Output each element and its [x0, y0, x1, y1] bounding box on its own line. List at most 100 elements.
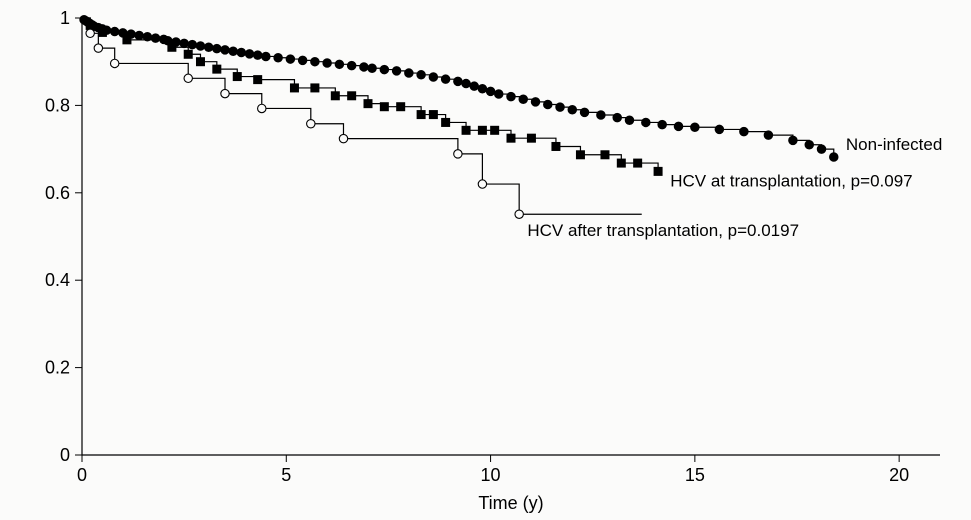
filled-circle-marker	[658, 120, 666, 128]
y-tick-label: 0.4	[45, 270, 70, 290]
filled-square-marker	[634, 159, 642, 167]
y-tick-label: 0	[60, 445, 70, 465]
y-tick-label: 0.6	[45, 183, 70, 203]
y-tick-label: 1	[60, 8, 70, 28]
filled-square-marker	[364, 100, 372, 108]
filled-circle-marker	[298, 56, 306, 64]
filled-square-marker	[196, 58, 204, 66]
x-tick-label: 0	[77, 465, 87, 485]
filled-circle-marker	[204, 43, 212, 51]
x-tick-label: 15	[685, 465, 705, 485]
filled-square-marker	[213, 65, 221, 73]
filled-circle-marker	[470, 82, 478, 90]
filled-circle-marker	[323, 59, 331, 67]
filled-square-marker	[348, 92, 356, 100]
y-tick-label: 0.2	[45, 358, 70, 378]
filled-circle-marker	[347, 61, 355, 69]
filled-circle-marker	[229, 47, 237, 55]
filled-circle-marker	[237, 48, 245, 56]
filled-circle-marker	[429, 73, 437, 81]
filled-square-marker	[601, 151, 609, 159]
filled-square-marker	[462, 126, 470, 134]
filled-square-marker	[290, 84, 298, 92]
chart-svg: 00.20.40.60.8105101520Time (y)Non-infect…	[0, 0, 971, 520]
filled-circle-marker	[335, 60, 343, 68]
filled-circle-marker	[151, 34, 159, 42]
filled-circle-marker	[454, 77, 462, 85]
filled-circle-marker	[544, 100, 552, 108]
filled-square-marker	[233, 73, 241, 81]
survival-chart: 00.20.40.60.8105101520Time (y)Non-infect…	[0, 0, 971, 520]
filled-circle-marker	[830, 153, 838, 161]
filled-circle-marker	[135, 31, 143, 39]
filled-circle-marker	[196, 42, 204, 50]
filled-circle-marker	[642, 118, 650, 126]
filled-circle-marker	[311, 58, 319, 66]
filled-square-marker	[184, 50, 192, 58]
filled-circle-marker	[531, 98, 539, 106]
filled-circle-marker	[392, 67, 400, 75]
filled-circle-marker	[817, 145, 825, 153]
filled-circle-marker	[519, 95, 527, 103]
x-axis-title: Time (y)	[478, 493, 543, 513]
filled-circle-marker	[380, 65, 388, 73]
filled-square-marker	[491, 126, 499, 134]
filled-circle-marker	[556, 103, 564, 111]
x-tick-label: 10	[481, 465, 501, 485]
filled-circle-marker	[180, 39, 188, 47]
filled-circle-marker	[580, 108, 588, 116]
filled-circle-marker	[486, 87, 494, 95]
axes	[82, 18, 940, 455]
series-label-noninfected: Non-infected	[846, 135, 942, 154]
filled-circle-marker	[110, 27, 118, 35]
series-line-noninfected	[82, 18, 834, 157]
filled-square-marker	[429, 111, 437, 119]
filled-circle-marker	[613, 113, 621, 121]
filled-circle-marker	[805, 141, 813, 149]
filled-square-marker	[507, 134, 515, 142]
filled-square-marker	[397, 103, 405, 111]
open-circle-marker	[454, 150, 462, 158]
open-circle-marker	[515, 210, 523, 218]
series-label-hcv-after: HCV after transplantation, p=0.0197	[527, 221, 799, 240]
filled-circle-marker	[286, 55, 294, 63]
filled-square-marker	[311, 84, 319, 92]
filled-square-marker	[417, 111, 425, 119]
open-circle-marker	[86, 29, 94, 37]
filled-square-marker	[617, 159, 625, 167]
filled-circle-marker	[715, 125, 723, 133]
filled-circle-marker	[360, 63, 368, 71]
filled-circle-marker	[188, 40, 196, 48]
filled-circle-marker	[405, 69, 413, 77]
filled-circle-marker	[568, 106, 576, 114]
filled-square-marker	[123, 36, 131, 44]
series-label-hcv-at: HCV at transplantation, p=0.097	[670, 171, 912, 190]
filled-circle-marker	[274, 54, 282, 62]
open-circle-marker	[221, 89, 229, 97]
open-circle-marker	[478, 180, 486, 188]
filled-square-marker	[98, 28, 106, 36]
filled-square-marker	[478, 126, 486, 134]
filled-circle-marker	[441, 75, 449, 83]
filled-square-marker	[552, 142, 560, 150]
filled-square-marker	[527, 134, 535, 142]
filled-circle-marker	[740, 127, 748, 135]
filled-circle-marker	[597, 111, 605, 119]
filled-square-marker	[254, 76, 262, 84]
filled-circle-marker	[417, 71, 425, 79]
open-circle-marker	[258, 104, 266, 112]
filled-circle-marker	[368, 64, 376, 72]
filled-circle-marker	[253, 51, 261, 59]
filled-square-marker	[654, 167, 662, 175]
open-circle-marker	[110, 59, 118, 67]
filled-circle-marker	[221, 46, 229, 54]
x-tick-label: 5	[281, 465, 291, 485]
filled-circle-marker	[245, 50, 253, 58]
filled-circle-marker	[625, 116, 633, 124]
open-circle-marker	[94, 44, 102, 52]
filled-circle-marker	[262, 52, 270, 60]
open-circle-marker	[307, 120, 315, 128]
filled-square-marker	[442, 118, 450, 126]
filled-square-marker	[380, 103, 388, 111]
series-line-hcv-after	[82, 18, 642, 214]
